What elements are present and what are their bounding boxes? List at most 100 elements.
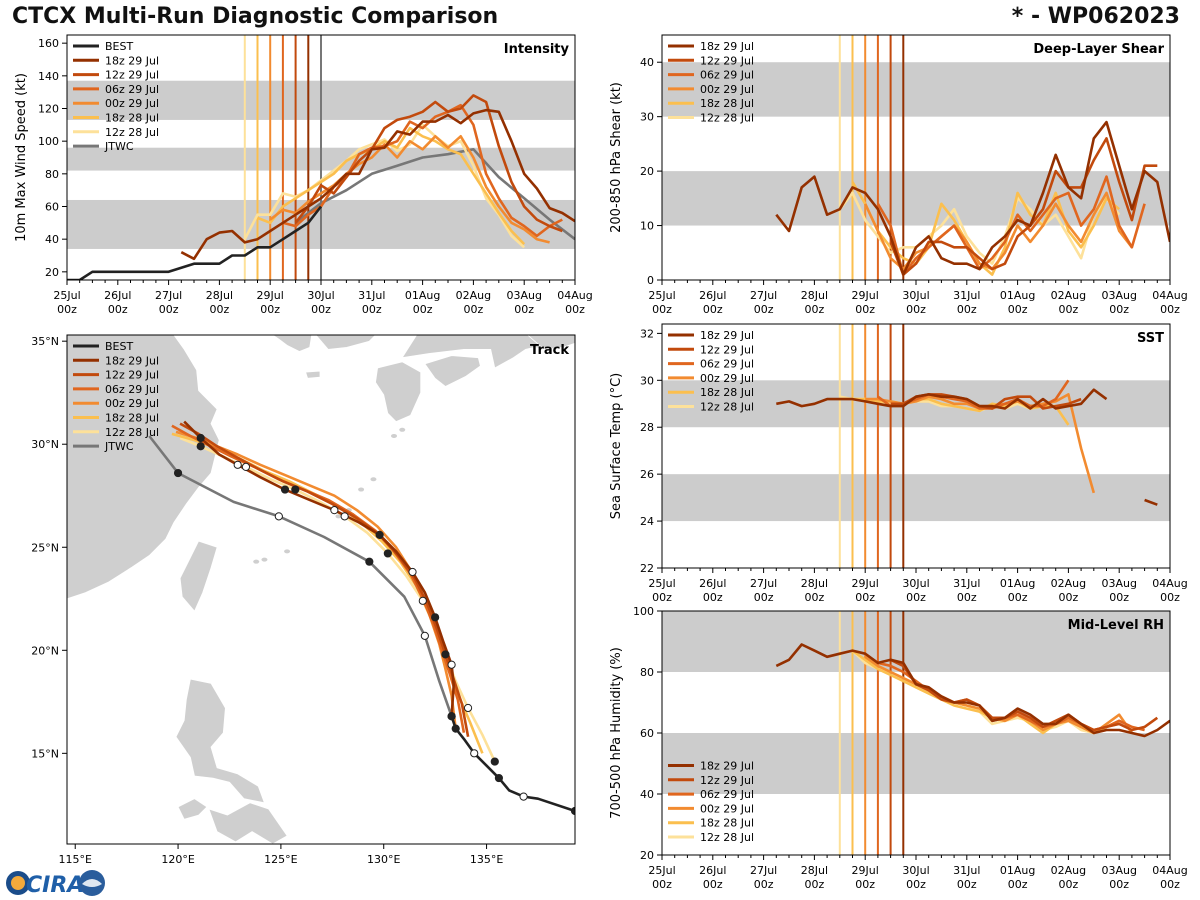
x-tick-label: 28Jul [801, 577, 828, 590]
x-tick-label: 135°E [470, 853, 503, 866]
ryukyu-island [391, 433, 398, 438]
track-marker [431, 613, 440, 622]
x-tick-sublabel: 00z [652, 591, 672, 604]
x-tick-sublabel: 00z [210, 303, 230, 316]
legend-label: 00z 29 Jul [105, 397, 159, 410]
korea-south [315, 335, 377, 350]
y-tick-label: 26 [640, 468, 654, 481]
x-tick-label: 01Aug [1000, 577, 1035, 590]
track-marker [463, 703, 473, 713]
series-group [775, 120, 1170, 276]
series-line [269, 135, 550, 244]
kyushu [375, 361, 422, 423]
x-tick-label: 26Jul [104, 289, 131, 302]
x-tick-sublabel: 00z [159, 303, 179, 316]
legend-label: 18z 28 Jul [105, 412, 159, 425]
x-tick-sublabel: 00z [413, 303, 433, 316]
track-marker [447, 660, 456, 669]
page-title: CTCX Multi-Run Diagnostic Comparison [12, 4, 499, 29]
legend-label: 06z 29 Jul [105, 383, 159, 396]
legend-label: 00z 29 Jul [700, 372, 754, 385]
shear-panel: 25Jul00z26Jul00z27Jul00z28Jul00z29Jul00z… [609, 34, 1188, 316]
track-marker [570, 806, 575, 816]
x-tick-sublabel: 00z [1109, 878, 1129, 891]
legend-label: 18z 28 Jul [105, 112, 159, 125]
track-marker [490, 757, 499, 766]
x-tick-sublabel: 00z [260, 303, 280, 316]
x-tick-label: 120°E [161, 853, 194, 866]
track-line [179, 436, 496, 763]
track-marker [418, 596, 427, 605]
series-line [243, 123, 526, 249]
legend-label: 12z 29 Jul [700, 343, 754, 356]
x-tick-sublabel: 00z [805, 591, 825, 604]
x-tick-sublabel: 00z [957, 591, 977, 604]
ryukyu-island [335, 514, 342, 519]
storm-id: * - WP062023 [1011, 4, 1180, 29]
x-tick-label: 30Jul [902, 577, 929, 590]
legend-label: BEST [105, 40, 133, 53]
intensity-panel: 25Jul00z26Jul00z27Jul00z28Jul00z29Jul00z… [14, 34, 593, 316]
y-tick-label: 20 [640, 165, 654, 178]
legend-label: 18z 29 Jul [700, 329, 754, 342]
y-tick-label: 20 [45, 266, 59, 279]
x-tick-label: 31Jul [358, 289, 385, 302]
track-panel: 115°E 120°E 125°E 130°E 135°E 15°N 20°N 25°N 30°… [31, 334, 576, 866]
x-tick-sublabel: 00z [1059, 303, 1079, 316]
y-tick-label: 32 [640, 327, 654, 340]
x-tick-sublabel: 00z [957, 303, 977, 316]
x-tick-sublabel: 00z [1109, 591, 1129, 604]
x-tick-sublabel: 00z [1160, 591, 1180, 604]
legend-label: BEST [105, 340, 133, 353]
legend-label: 12z 29 Jul [700, 774, 754, 787]
x-tick-label: 28Jul [801, 289, 828, 302]
legend-label: 00z 29 Jul [700, 802, 754, 815]
panel-title: Mid-Level RH [1068, 618, 1164, 633]
cira-logo: CIRA [6, 870, 105, 898]
track-marker [494, 773, 504, 783]
series-group [67, 94, 575, 280]
x-tick-sublabel: 00z [855, 878, 875, 891]
x-tick-label: 26Jul [699, 289, 726, 302]
korea [271, 335, 313, 352]
y-tick-label: 15°N [31, 747, 59, 760]
x-tick-label: 31Jul [953, 289, 980, 302]
plot-frame [66, 334, 576, 845]
x-tick-label: 04Aug [557, 289, 592, 302]
y-tick-label: 100 [633, 605, 654, 618]
track-marker [375, 530, 384, 539]
taiwan [179, 540, 218, 612]
y-tick-label: 80 [45, 168, 59, 181]
x-tick-sublabel: 00z [514, 303, 534, 316]
y-tick-label: 40 [640, 788, 654, 801]
logo-text: CIRA [26, 873, 84, 898]
x-tick-label: 03Aug [1101, 289, 1136, 302]
track-marker [274, 512, 283, 521]
series-line [180, 108, 575, 261]
x-tick-label: 29Jul [852, 864, 879, 877]
x-tick-sublabel: 00z [1059, 878, 1079, 891]
y-tick-label: 25°N [31, 541, 59, 554]
track-marker [173, 468, 183, 478]
legend-label: 06z 29 Jul [700, 69, 754, 82]
y-tick-label: 20 [640, 849, 654, 862]
legend-label: 18z 29 Jul [105, 54, 159, 67]
x-tick-label: 03Aug [506, 289, 541, 302]
legend-label: 12z 28 Jul [105, 126, 159, 139]
track-marker [241, 462, 251, 471]
x-tick-sublabel: 00z [1008, 591, 1028, 604]
ryukyu-island [261, 557, 268, 562]
legend-label: 12z 29 Jul [105, 69, 159, 82]
y-tick-label: 28 [640, 421, 654, 434]
visayas [208, 802, 288, 844]
y-tick-label: 22 [640, 562, 654, 575]
x-tick-label: 115°E [59, 853, 92, 866]
legend-label: 12z 28 Jul [105, 426, 159, 439]
ryukyu-island [253, 559, 260, 564]
legend-label: 06z 29 Jul [700, 358, 754, 371]
x-tick-label: 130°E [367, 853, 400, 866]
y-tick-label: 140 [38, 70, 59, 83]
x-tick-label: 125°E [264, 853, 297, 866]
track-marker [408, 567, 417, 577]
